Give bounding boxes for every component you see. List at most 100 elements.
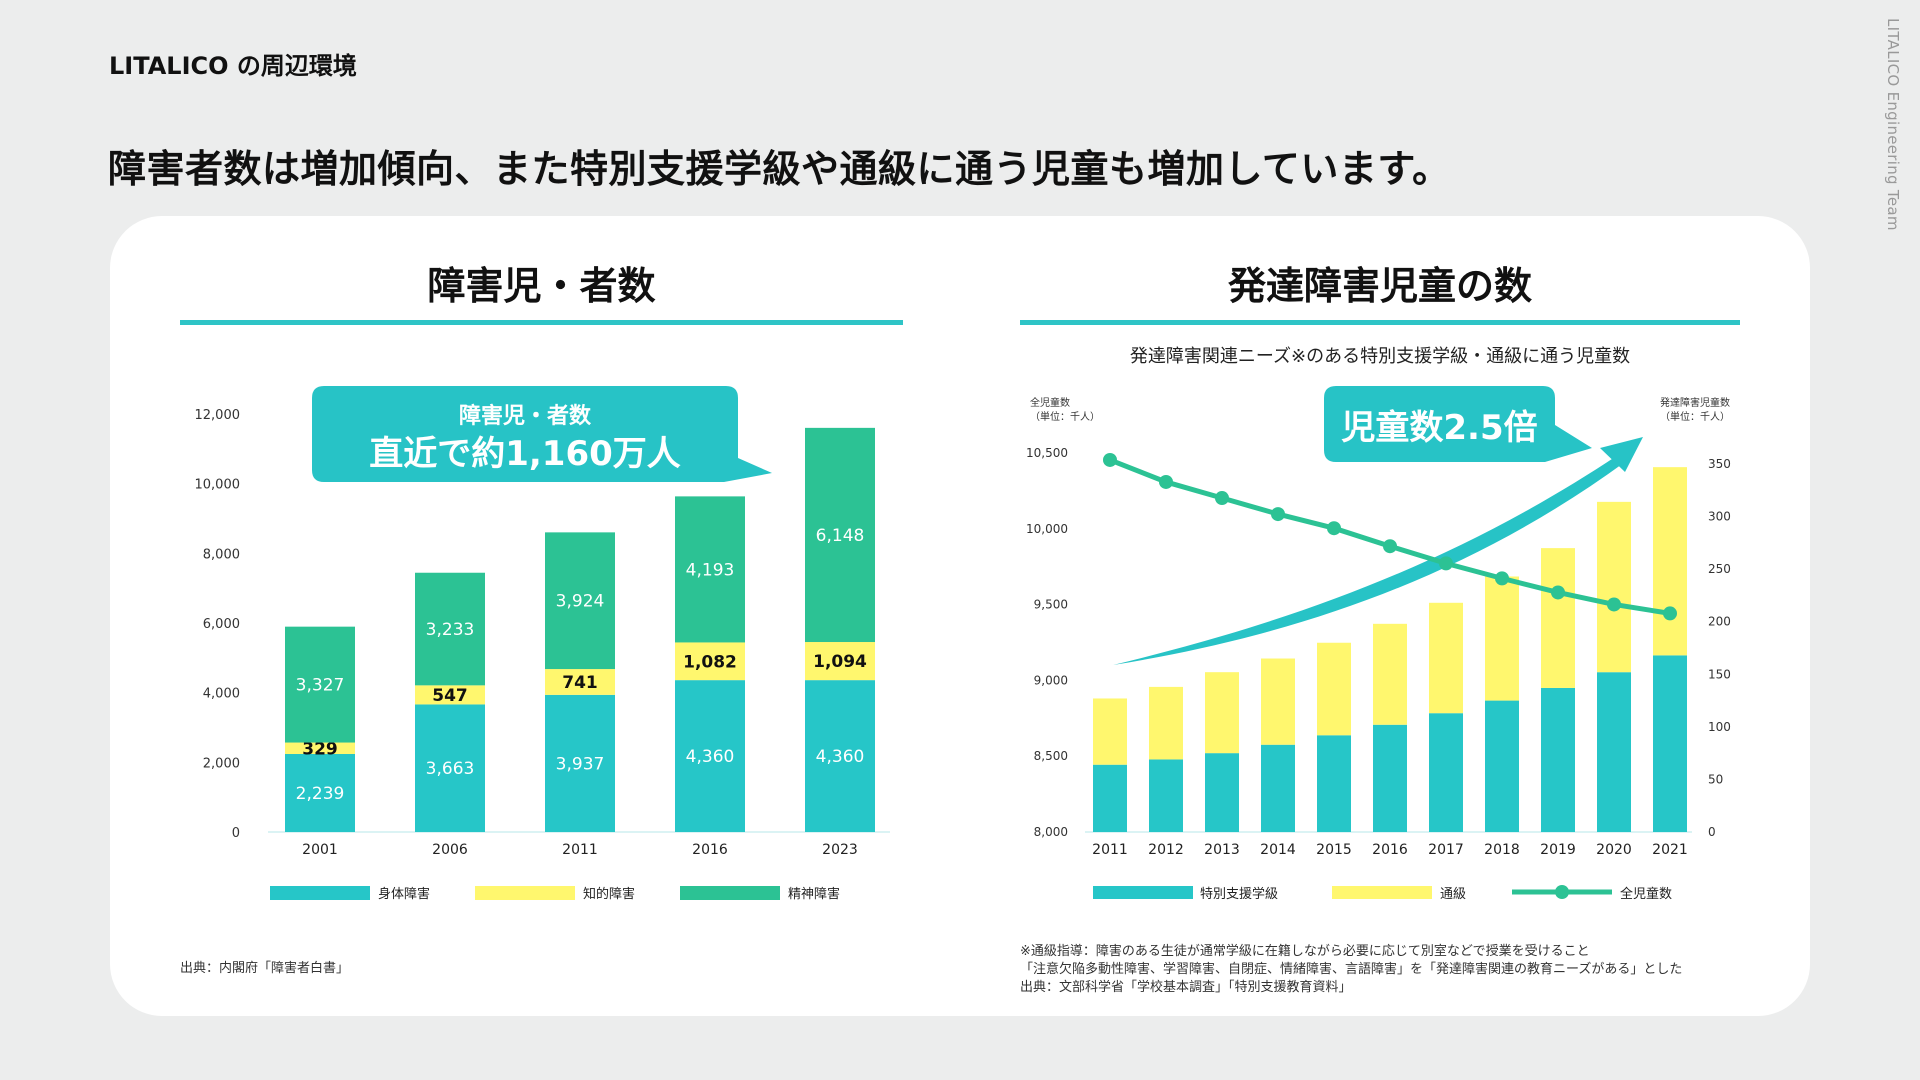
right-callout-bubble — [1324, 386, 1592, 462]
bar-segment-resource-room — [1149, 686, 1183, 760]
left-callout-line2: 直近で約1,160万人 — [369, 434, 681, 474]
left-chart-title: 障害児・者数 — [427, 264, 656, 308]
bar-segment-special-class — [1093, 764, 1127, 832]
bar-segment-physical — [675, 680, 745, 832]
x-tick-label: 2006 — [432, 842, 468, 858]
right-y-tick-label: 100 — [1708, 720, 1731, 734]
x-tick-label: 2011 — [562, 842, 598, 858]
bar-segment-mental — [545, 532, 615, 670]
data-label: 3,663 — [426, 759, 475, 779]
data-label: 4,360 — [816, 747, 865, 767]
page-headline: 障害者数は増加傾向、また特別支援学級や通級に通う児童も増加しています。 — [108, 147, 1451, 191]
bar-segment-resource-room — [1317, 642, 1351, 736]
data-label: 3,233 — [426, 620, 475, 640]
footnote-line: ※通級指導：障害のある生徒が通常学級に在籍しながら必要に応じて別室などで授業を受… — [1020, 944, 1590, 959]
legend-label: 全児童数 — [1620, 886, 1672, 902]
x-tick-label: 2017 — [1428, 842, 1464, 858]
team-label: LITALICO Engineering Team — [1884, 18, 1902, 231]
left-y-tick-label: 9,500 — [1034, 598, 1068, 612]
data-label: 741 — [562, 673, 598, 693]
bar-segment-intellectual — [415, 685, 485, 705]
bar-segment-mental — [415, 572, 485, 686]
right-y-tick-label: 200 — [1708, 615, 1731, 629]
x-tick-label: 2019 — [1540, 842, 1576, 858]
right-y-tick-label: 0 — [1708, 825, 1716, 839]
bar-segment-physical — [415, 704, 485, 832]
data-label: 4,193 — [686, 560, 735, 580]
section-label: LITALICO の周辺環境 — [109, 52, 357, 80]
x-tick-label: 2021 — [1652, 842, 1688, 858]
bar-segment-resource-room — [1093, 698, 1127, 765]
legend-swatch — [1332, 886, 1432, 899]
data-label: 3,327 — [296, 676, 345, 696]
right-chart-subtitle: 発達障害関連ニーズ※のある特別支援学級・通級に通う児童数 — [1129, 346, 1631, 367]
line-point — [1663, 606, 1677, 621]
line-point — [1271, 507, 1285, 522]
line-point — [1215, 491, 1229, 506]
line-point — [1439, 556, 1453, 571]
bar-segment-mental — [675, 496, 745, 643]
y-tick-label: 2,000 — [203, 756, 240, 771]
x-tick-label: 2011 — [1092, 842, 1128, 858]
x-tick-label: 2014 — [1260, 842, 1296, 858]
legend-label: 通級 — [1440, 887, 1466, 902]
bar-segment-resource-room — [1597, 501, 1631, 673]
bar-segment-special-class — [1485, 700, 1519, 832]
legend-line-point — [1555, 885, 1569, 899]
content-panel — [110, 216, 1810, 1016]
bar-segment-resource-room — [1541, 548, 1575, 688]
x-tick-label: 2001 — [302, 842, 338, 858]
data-label: 329 — [302, 739, 338, 759]
line-point — [1159, 474, 1173, 489]
bar-segment-special-class — [1261, 744, 1295, 832]
left-callout-bubble — [312, 386, 772, 482]
left-y-tick-label: 8,000 — [1034, 825, 1068, 839]
right-y-tick-label: 250 — [1708, 562, 1731, 576]
x-tick-label: 2016 — [1372, 842, 1408, 858]
data-label: 547 — [432, 686, 468, 706]
x-tick-label: 2015 — [1316, 842, 1352, 858]
y-tick-label: 12,000 — [195, 408, 241, 423]
bar-segment-resource-room — [1429, 602, 1463, 714]
y-tick-label: 6,000 — [203, 617, 240, 632]
left-chart: 0 2,000 4,000 6,000 8,000 10,000 12,000 2,239 32… — [195, 386, 890, 902]
left-axis-title-line1: 全児童数 — [1030, 398, 1070, 409]
right-y-tick-label: 350 — [1708, 457, 1731, 471]
legend-swatch — [475, 886, 575, 900]
y-tick-label: 0 — [232, 826, 240, 841]
right-axis-title-line1: 発達障害児童数 — [1660, 398, 1730, 409]
legend-label: 身体障害 — [378, 886, 430, 902]
left-y-tick-label: 10,000 — [1026, 522, 1068, 536]
legend-label: 精神障害 — [788, 886, 840, 902]
bar-segment-special-class — [1541, 687, 1575, 832]
x-tick-label: 2020 — [1596, 842, 1632, 858]
y-tick-label: 4,000 — [203, 687, 240, 702]
bar-segment-mental — [805, 427, 875, 643]
y-tick-label: 10,000 — [195, 478, 241, 493]
data-label: 1,082 — [683, 652, 737, 672]
bar-segment-special-class — [1317, 735, 1351, 832]
y-tick-label: 8,000 — [203, 547, 240, 562]
data-label: 6,148 — [816, 526, 865, 546]
bar-segment-resource-room — [1205, 672, 1239, 754]
x-tick-label: 2023 — [822, 842, 858, 858]
x-tick-label: 2013 — [1204, 842, 1240, 858]
left-axis-title: 全児童数 （単位：千人） — [1030, 397, 1100, 425]
bar-segment-intellectual — [675, 642, 745, 681]
right-chart-title: 発達障害児童の数 — [1227, 264, 1532, 308]
bar-segment-physical — [285, 754, 355, 832]
bar-segment-special-class — [1429, 713, 1463, 832]
bar-segment-resource-room — [1485, 576, 1519, 701]
line-point — [1327, 521, 1341, 536]
legend-swatch — [270, 886, 370, 900]
left-y-tick-label: 9,000 — [1034, 673, 1068, 687]
footnote-line: 出典：文部科学省「学校基本調査」「特別支援教育資料」 — [1020, 980, 1352, 995]
right-callout-text: 児童数2.5倍 — [1341, 408, 1538, 448]
right-axis-title-line2: （単位：千人） — [1660, 412, 1730, 423]
data-label: 1,094 — [813, 652, 867, 672]
data-label: 3,937 — [556, 754, 605, 774]
bar-segment-intellectual — [545, 669, 615, 695]
data-label: 4,360 — [686, 747, 735, 767]
line-point — [1495, 571, 1509, 586]
bar-segment-resource-room — [1261, 658, 1295, 745]
